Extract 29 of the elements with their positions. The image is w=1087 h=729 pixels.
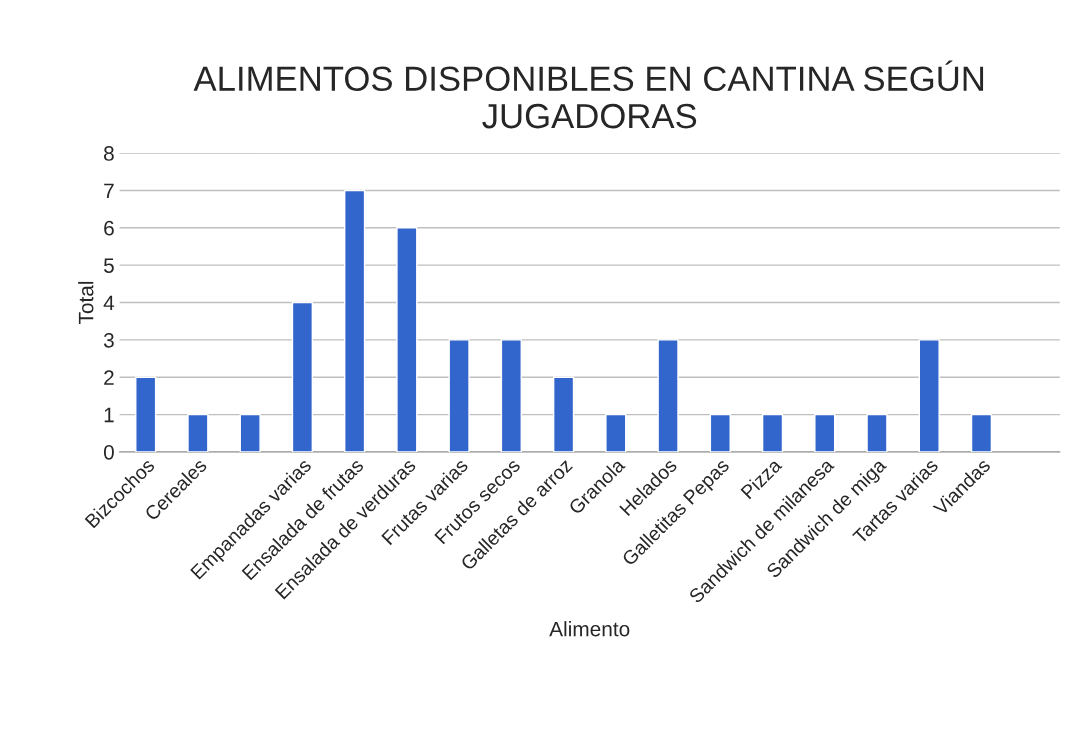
bar [657,339,679,452]
y-tick-label: 3 [103,332,114,348]
bar [918,339,940,452]
y-tick-label: 6 [104,220,114,236]
y-tick-label: 4 [103,295,115,311]
y-tick-label: 7 [104,183,114,198]
chart-title: ALIMENTOS DISPONIBLES EN CANTINA SEGÚN JUGADORAS [193,60,984,129]
bar [396,227,418,452]
bar [709,413,731,452]
bar [187,413,209,452]
y-axis-title: Total [78,281,94,325]
bar [552,376,575,452]
bar [135,376,157,452]
y-tick-label: 0 [103,444,114,460]
y-tick-label: 8 [104,146,114,161]
y-tick-label: 5 [103,258,114,273]
bar [761,413,784,452]
x-axis-title: Alimento [549,621,630,637]
bar [866,413,888,452]
bar [344,189,366,452]
y-tick-label: 1 [104,407,114,423]
bar [500,339,522,452]
bar [814,413,836,452]
bar [239,413,261,452]
bar [448,339,470,452]
y-tick-label: 2 [104,370,114,385]
bar [291,301,314,452]
bar [605,413,627,452]
bar [970,413,993,452]
